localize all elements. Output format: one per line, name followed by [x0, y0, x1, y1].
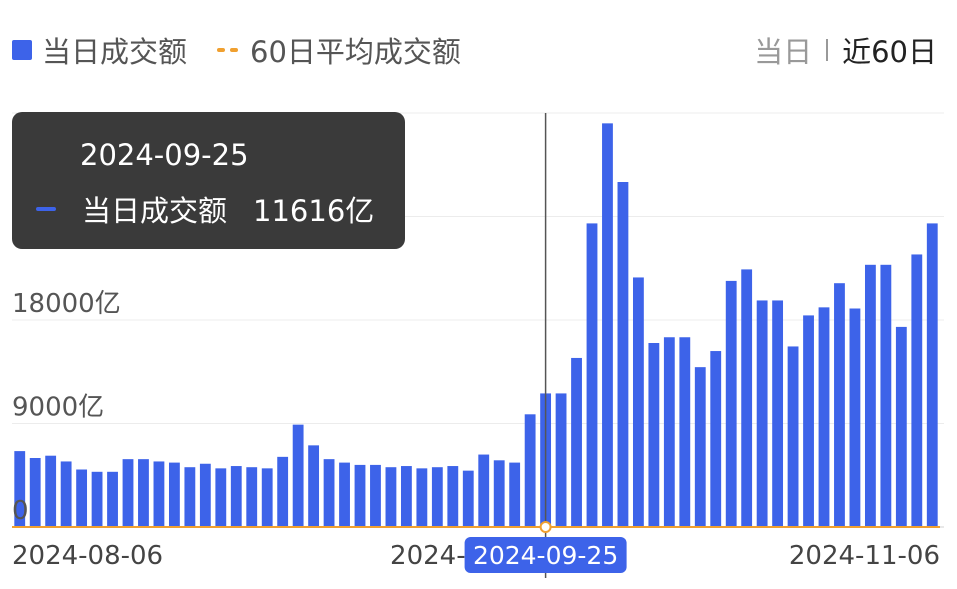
- volume-bar[interactable]: [509, 462, 521, 527]
- legend-avg-label: 60日平均成交额: [250, 35, 461, 69]
- period-toggle: 当日 近60日: [754, 30, 937, 70]
- volume-bar[interactable]: [478, 454, 490, 527]
- legend-daily-volume[interactable]: 当日成交额: [12, 29, 187, 71]
- x-tick-label: 2024-: [390, 541, 466, 571]
- volume-bar[interactable]: [679, 337, 691, 527]
- volume-bar[interactable]: [926, 223, 938, 527]
- tooltip-value: 11616亿: [253, 194, 375, 228]
- x-tick-label: 2024-11-06: [789, 541, 940, 571]
- volume-bar[interactable]: [834, 283, 845, 527]
- legend-daily-label: 当日成交额: [42, 35, 188, 69]
- y-tick-label: 0: [12, 496, 29, 526]
- chart-tooltip: 2024-09-25 当日成交额 11616亿: [12, 112, 405, 249]
- volume-bar[interactable]: [323, 459, 335, 527]
- volume-bar[interactable]: [524, 414, 536, 527]
- volume-bar[interactable]: [911, 254, 923, 527]
- chart-legend: 当日成交额 60日平均成交额: [12, 30, 491, 70]
- volume-bar[interactable]: [45, 455, 57, 527]
- avg-line-point: [539, 521, 552, 533]
- volume-bar[interactable]: [107, 471, 118, 527]
- volume-bar[interactable]: [571, 357, 582, 527]
- volume-bar[interactable]: [138, 459, 149, 527]
- volume-bar[interactable]: [555, 393, 567, 527]
- volume-bar[interactable]: [199, 463, 211, 527]
- volume-bar[interactable]: [864, 264, 876, 527]
- volume-bar[interactable]: [184, 467, 196, 527]
- volume-bar[interactable]: [168, 462, 180, 527]
- volume-bar[interactable]: [787, 346, 799, 527]
- volume-bar[interactable]: [416, 468, 428, 527]
- volume-bar[interactable]: [76, 469, 88, 528]
- volume-bar[interactable]: [153, 461, 165, 527]
- volume-bar[interactable]: [370, 464, 381, 527]
- legend-avg-volume[interactable]: 60日平均成交额: [217, 29, 461, 71]
- volume-bar[interactable]: [246, 467, 258, 527]
- volume-bar[interactable]: [277, 456, 289, 527]
- volume-bar[interactable]: [694, 367, 706, 527]
- volume-bar[interactable]: [339, 462, 350, 527]
- volume-bar[interactable]: [849, 308, 861, 528]
- legend-daily-swatch: [12, 40, 32, 60]
- y-tick-label: 18000亿: [12, 289, 121, 319]
- volume-bar[interactable]: [756, 300, 768, 527]
- volume-bar[interactable]: [617, 182, 629, 527]
- volume-bar[interactable]: [818, 307, 830, 527]
- volume-bar[interactable]: [122, 459, 134, 527]
- volume-bar[interactable]: [230, 466, 242, 527]
- volume-bar[interactable]: [14, 451, 26, 527]
- volume-bar[interactable]: [493, 460, 505, 527]
- tooltip-series-marker: [36, 207, 56, 211]
- y-tick-label: 9000亿: [12, 393, 104, 423]
- volume-bar[interactable]: [586, 223, 598, 527]
- volume-bar[interactable]: [215, 468, 227, 527]
- x-tick-label: 2024-08-06: [12, 541, 163, 571]
- volume-bar[interactable]: [447, 466, 459, 527]
- volume-bar[interactable]: [880, 264, 892, 527]
- legend-avg-swatch: [217, 48, 239, 52]
- volume-bar[interactable]: [741, 269, 753, 527]
- volume-bar[interactable]: [91, 471, 103, 527]
- volume-bar[interactable]: [663, 337, 675, 527]
- volume-bar[interactable]: [354, 464, 366, 527]
- volume-bar[interactable]: [29, 458, 41, 527]
- volume-bar[interactable]: [400, 466, 412, 527]
- period-60d-option[interactable]: 近60日: [842, 35, 937, 69]
- volume-bar[interactable]: [292, 424, 304, 527]
- volume-bar[interactable]: [431, 467, 443, 527]
- volume-bar[interactable]: [60, 461, 72, 527]
- tooltip-row: 当日成交额 11616亿: [36, 188, 374, 230]
- volume-bar[interactable]: [261, 468, 273, 527]
- volume-bar[interactable]: [772, 300, 784, 527]
- period-divider: [826, 39, 829, 61]
- volume-bar[interactable]: [385, 467, 397, 527]
- volume-bar[interactable]: [602, 123, 613, 527]
- volume-bar[interactable]: [648, 343, 660, 527]
- volume-bar[interactable]: [725, 280, 737, 527]
- highlight-date-label: 2024-09-25: [473, 541, 618, 570]
- tooltip-date: 2024-09-25: [80, 138, 249, 172]
- volume-bar[interactable]: [710, 351, 722, 527]
- volume-bar[interactable]: [632, 277, 644, 527]
- volume-bar[interactable]: [803, 315, 814, 527]
- volume-bar[interactable]: [308, 445, 320, 527]
- tooltip-series-name: 当日成交额: [82, 194, 228, 228]
- volume-bar[interactable]: [462, 470, 474, 527]
- period-day-option[interactable]: 当日: [754, 35, 813, 69]
- highlight-date-badge: [464, 537, 627, 573]
- volume-bar[interactable]: [895, 326, 907, 527]
